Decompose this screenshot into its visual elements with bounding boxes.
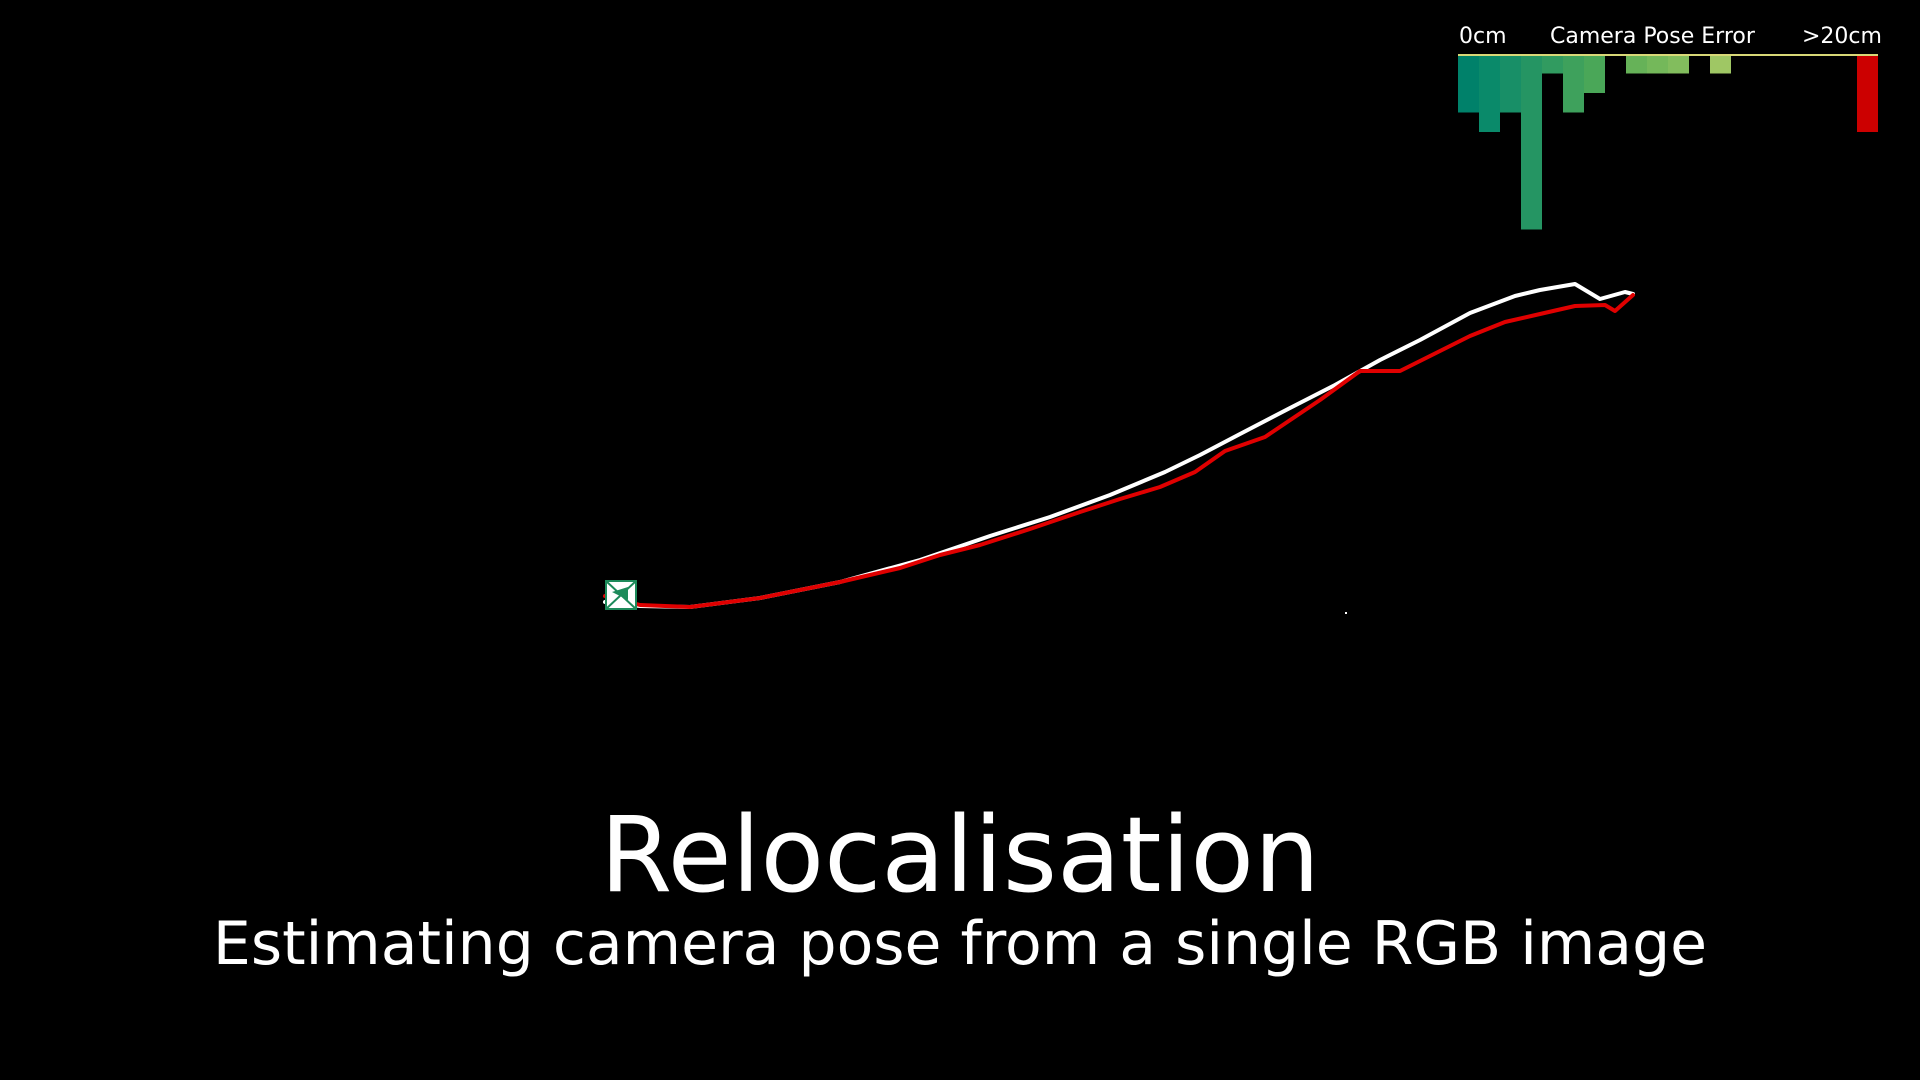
- histogram-max-label: >20cm: [1802, 24, 1882, 49]
- error-histogram: [1458, 54, 1878, 230]
- histogram-bar: [1458, 54, 1479, 113]
- stray-point: [1345, 612, 1347, 614]
- histogram-bar: [1626, 54, 1647, 74]
- histogram-bar: [1584, 54, 1605, 93]
- histogram-bar: [1647, 54, 1668, 74]
- histogram-bar: [1542, 54, 1563, 74]
- histogram-bar: [1710, 54, 1731, 74]
- histogram-bar: [1521, 54, 1542, 230]
- page-title: Relocalisation: [600, 794, 1320, 916]
- histogram-bar: [1479, 54, 1500, 132]
- histogram-bar: [1563, 54, 1584, 113]
- histogram-min-label: 0cm: [1459, 24, 1507, 49]
- estimated-trajectory: [603, 293, 1635, 609]
- page-subtitle: Estimating camera pose from a single RGB…: [212, 909, 1708, 979]
- histogram-title: Camera Pose Error: [1550, 24, 1755, 49]
- histogram-bar: [1668, 54, 1689, 74]
- histogram-bar: [1857, 54, 1878, 132]
- camera-frustum-icon: [605, 580, 637, 610]
- histogram-bar: [1500, 54, 1521, 113]
